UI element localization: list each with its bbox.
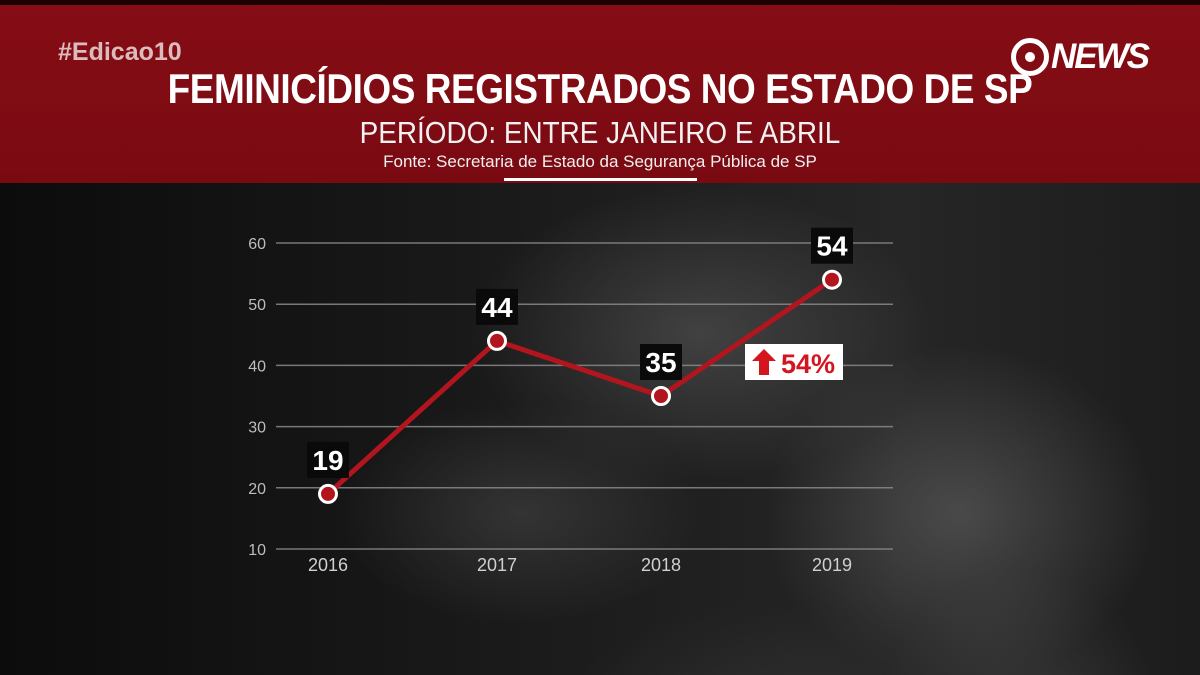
x-tick-label: 2018: [641, 555, 681, 575]
data-point: [487, 330, 507, 351]
data-label: 44: [481, 292, 513, 323]
y-tick-label: 40: [248, 358, 266, 375]
chart-subtitle: PERÍODO: ENTRE JANEIRO E ABRIL: [359, 115, 841, 150]
y-tick-label: 10: [248, 542, 266, 559]
data-point: [822, 269, 842, 290]
x-tick-label: 2016: [308, 555, 348, 575]
data-point: [318, 483, 338, 504]
y-tick-label: 30: [248, 420, 266, 437]
x-tick-label: 2019: [812, 555, 852, 575]
header-band: [0, 0, 1200, 183]
data-label-box: [640, 344, 682, 380]
chart-source: Fonte: Secretaria de Estado da Segurança…: [383, 152, 817, 171]
data-label-box: [811, 227, 853, 264]
data-label-box: [476, 288, 518, 325]
source-underline: [504, 178, 697, 181]
x-tick-label: 2017: [477, 555, 517, 575]
y-tick-label: 20: [248, 481, 266, 498]
data-label: 35: [645, 347, 676, 378]
logo-g-icon: [1011, 38, 1049, 76]
series-line: [325, 277, 835, 497]
data-label: 19: [312, 445, 343, 476]
logo-text: NEWS: [1051, 37, 1150, 76]
arrow-up-icon: [752, 349, 776, 375]
background-photo: [0, 183, 1200, 675]
data-point: [651, 386, 671, 406]
data-label: 54: [816, 231, 848, 262]
data-label-box: [307, 441, 349, 478]
y-tick-label: 50: [248, 297, 266, 314]
y-tick-label: 60: [248, 236, 266, 253]
hashtag-label: #Edicao10: [58, 38, 182, 66]
change-badge-text: 54%: [781, 349, 835, 379]
header-top-edge: [0, 0, 1200, 5]
channel-logo: NEWS: [1011, 34, 1151, 80]
chart-title: FEMINICÍDIOS REGISTRADOS NO ESTADO DE SP: [167, 65, 1033, 112]
